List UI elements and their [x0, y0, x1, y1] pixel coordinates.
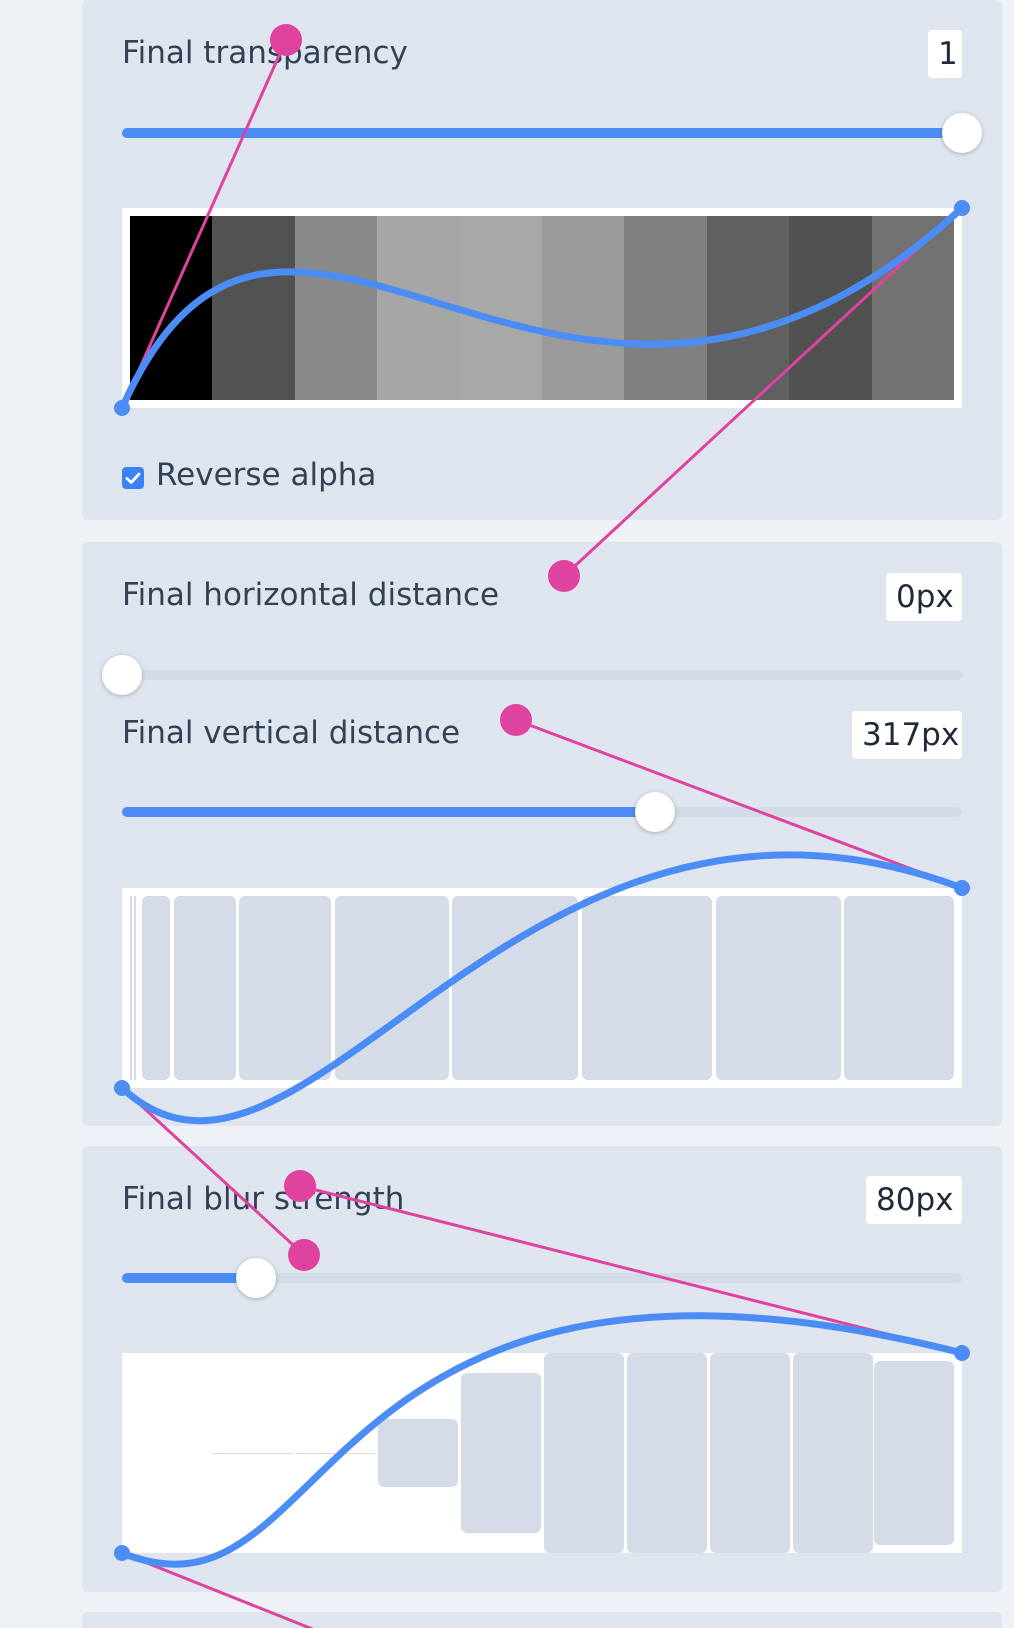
- bezier-handle-icon[interactable]: [284, 1170, 316, 1202]
- alpha-swatch: [871, 216, 955, 400]
- vertical-distance-label: Final vertical distance: [122, 715, 461, 751]
- bezier-handle-icon[interactable]: [270, 24, 302, 56]
- bezier-handle-icon[interactable]: [548, 560, 580, 592]
- alpha-swatch: [294, 216, 378, 400]
- transparency-slider[interactable]: [122, 128, 962, 138]
- vertical-distance-slider-thumb[interactable]: [634, 792, 675, 832]
- horizontal-distance-slider[interactable]: [122, 670, 962, 680]
- horizontal-distance-slider-thumb[interactable]: [102, 655, 142, 695]
- blur-strength-slider-thumb[interactable]: [236, 1258, 277, 1298]
- horizontal-distance-value[interactable]: 0px: [886, 573, 962, 621]
- alpha-swatch: [459, 216, 543, 400]
- alpha-swatch: [789, 216, 873, 400]
- alpha-swatch: [624, 216, 708, 400]
- transparency-value[interactable]: 1: [928, 30, 962, 78]
- alpha-swatch: [377, 216, 461, 400]
- transparency-slider-fill: [122, 128, 962, 138]
- reverse-alpha-checkbox[interactable]: [122, 467, 144, 489]
- alpha-swatch: [212, 216, 296, 400]
- transparency-preview: [122, 208, 962, 408]
- reverse-alpha-label: Reverse alpha: [156, 457, 377, 493]
- horizontal-distance-label: Final horizontal distance: [122, 577, 500, 613]
- distance-preview: [122, 888, 962, 1088]
- next-panel: [82, 1612, 1002, 1628]
- alpha-swatch: [130, 216, 213, 400]
- bezier-handle-icon[interactable]: [500, 704, 532, 736]
- alpha-swatch: [706, 216, 790, 400]
- blur-strength-value[interactable]: 80px: [866, 1176, 962, 1224]
- alpha-swatch: [542, 216, 625, 400]
- vertical-distance-value[interactable]: 317px: [852, 711, 962, 759]
- blur-strength-label: Final blur strength: [122, 1181, 405, 1217]
- vertical-distance-slider[interactable]: [122, 807, 962, 817]
- blur-strength-slider-fill: [122, 1273, 257, 1283]
- vertical-distance-slider-fill: [122, 807, 655, 817]
- bezier-handle-icon[interactable]: [288, 1239, 320, 1271]
- transparency-label: Final transparency: [122, 35, 408, 71]
- transparency-slider-thumb[interactable]: [942, 113, 982, 153]
- blur-preview: [122, 1353, 962, 1553]
- check-icon: [125, 472, 141, 484]
